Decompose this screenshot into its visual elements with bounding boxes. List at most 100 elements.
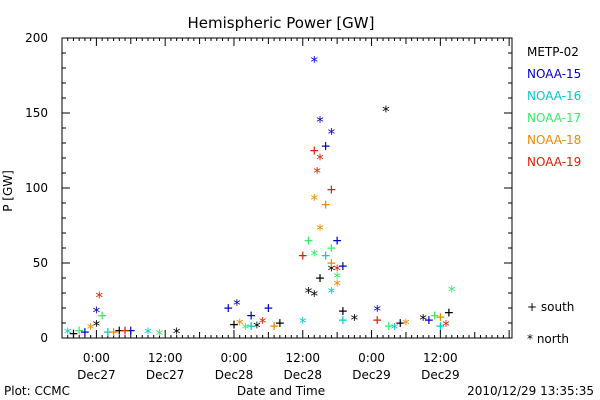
data-point-noaa-15-south: +: [247, 307, 256, 325]
marker-legend-south: + south: [527, 300, 574, 314]
legend-item-metp-02: METP-02: [527, 45, 579, 59]
data-point-noaa-17-north: *: [333, 269, 342, 287]
y-tick-label: 50: [33, 256, 48, 270]
data-point-noaa-15-north: *: [232, 296, 241, 314]
data-point-noaa-19-north: *: [95, 289, 104, 307]
data-point-metp-02-south: +: [338, 302, 347, 320]
y-axis-label: P [GW]: [1, 170, 15, 212]
marker-legend: + south * north: [527, 300, 574, 346]
data-point-noaa-19-south: +: [327, 181, 336, 199]
data-point-metp-02-north: *: [327, 262, 336, 280]
y-tick-label: 150: [25, 106, 48, 120]
x-tick-time-label: 0:00: [358, 351, 385, 365]
data-point-noaa-18-north: *: [333, 277, 342, 295]
data-point-noaa-18-south: +: [327, 254, 336, 272]
x-tick-date-label: Dec29: [352, 368, 391, 382]
x-axis-label: Date and Time: [237, 384, 325, 398]
data-point-noaa-18-south: +: [436, 308, 445, 326]
x-tick-date-label: Dec28: [215, 368, 254, 382]
y-tick-label: 100: [25, 181, 48, 195]
legend-item-noaa-19: NOAA-19: [527, 155, 581, 169]
data-point-noaa-16-south: +: [436, 317, 445, 335]
data-point-noaa-15-north: *: [92, 304, 101, 322]
data-point-noaa-19-south: +: [298, 247, 307, 265]
data-point-metp-02-north: *: [252, 319, 261, 337]
data-point-noaa-15-south: +: [333, 232, 342, 250]
data-point-noaa-15-south: +: [126, 322, 135, 340]
data-point-metp-02-north: *: [172, 325, 181, 343]
data-point-metp-02-north: *: [350, 311, 359, 329]
data-points: + * + * + * +**+ *+ **+ * ++*++ *+ +**+*++* +* + * + *+*+…: [63, 53, 456, 344]
data-point-noaa-18-north: *: [235, 316, 244, 334]
data-point-noaa-15-south: +: [424, 311, 433, 329]
legend-item-noaa-18: NOAA-18: [527, 133, 581, 147]
data-point-noaa-16-south: +: [103, 323, 112, 341]
data-point-metp-02-south: +: [69, 325, 78, 343]
data-point-noaa-15-south: +: [80, 323, 89, 341]
data-point-noaa-16-south: +: [338, 311, 347, 329]
data-point-noaa-19-south: +: [121, 322, 130, 340]
data-point-metp-02-south: +: [115, 322, 124, 340]
data-point-metp-02-north: *: [92, 317, 101, 335]
data-point-noaa-18-south: +: [109, 323, 118, 341]
data-point-noaa-15-south: +: [264, 299, 273, 317]
data-point-metp-02-south: +: [396, 314, 405, 332]
data-point-noaa-18-south: +: [321, 196, 330, 214]
data-point-noaa-19-north: *: [333, 262, 342, 280]
data-point-noaa-17-south: +: [304, 232, 313, 250]
data-point-noaa-17-north: *: [447, 283, 456, 301]
x-axis: 0:00 Dec27 12:00 Dec27 0:00 Dec28 12:00 Dec28 0:…: [61, 38, 510, 382]
data-point-noaa-16-north: *: [63, 325, 72, 343]
data-point-noaa-19-north: *: [313, 164, 322, 182]
marker-legend-north: * north: [527, 332, 569, 346]
x-tick-time-label: 12:00: [285, 351, 320, 365]
x-tick-time-label: 0:00: [83, 351, 110, 365]
data-point-noaa-18-north: *: [401, 316, 410, 334]
data-point-noaa-16-north: *: [327, 284, 336, 302]
data-point-metp-02-south: +: [275, 314, 284, 332]
legend-item-noaa-16: NOAA-16: [527, 89, 581, 103]
data-point-noaa-17-north: *: [310, 247, 319, 265]
data-point-noaa-18-north: *: [315, 221, 324, 239]
legend: METP-02 NOAA-15 NOAA-16 NOAA-17 NOAA-18 NOAA-…: [527, 45, 581, 169]
data-point-noaa-15-north: *: [327, 125, 336, 143]
data-point-noaa-15-south: +: [224, 299, 233, 317]
data-point-noaa-19-north: *: [258, 314, 267, 332]
data-point-noaa-17-south: +: [98, 307, 107, 325]
x-tick-date-label: Dec29: [421, 368, 460, 382]
data-point-noaa-17-south: +: [384, 317, 393, 335]
data-point-noaa-16-north: *: [143, 325, 152, 343]
x-tick-date-label: Dec27: [146, 368, 185, 382]
data-point-metp-02-south: +: [315, 269, 324, 287]
data-point-noaa-16-south: +: [247, 317, 256, 335]
data-point-noaa-18-north: *: [310, 191, 319, 209]
x-tick-date-label: Dec27: [77, 368, 116, 382]
data-point-metp-02-north: *: [419, 311, 428, 329]
chart-title: Hemispheric Power [GW]: [188, 14, 375, 32]
data-point-noaa-17-south: +: [327, 239, 336, 257]
data-point-noaa-19-south: +: [373, 311, 382, 329]
y-tick-label: 200: [25, 31, 48, 45]
data-point-noaa-19-south: +: [310, 142, 319, 160]
data-point-noaa-19-north: *: [315, 151, 324, 169]
x-tick-date-label: Dec28: [284, 368, 323, 382]
legend-item-noaa-15: NOAA-15: [527, 67, 581, 81]
data-point-metp-02-north: *: [304, 284, 313, 302]
x-tick-time-label: 12:00: [423, 351, 458, 365]
data-point-noaa-19-north: *: [442, 317, 451, 335]
data-point-noaa-17-south: +: [430, 307, 439, 325]
y-axis: 0 50 100 150 200: [25, 31, 512, 345]
footer-timestamp: 2010/12/29 13:35:35: [467, 384, 594, 398]
data-point-noaa-16-north: *: [298, 314, 307, 332]
x-tick-time-label: 0:00: [220, 351, 247, 365]
data-point-noaa-18-north: *: [86, 320, 95, 338]
data-point-noaa-15-north: *: [315, 113, 324, 131]
data-point-noaa-15-north: *: [310, 53, 319, 71]
data-point-noaa-18-south: +: [270, 317, 279, 335]
data-point-metp-02-south: +: [229, 316, 238, 334]
data-point-noaa-17-north: *: [155, 326, 164, 344]
legend-item-noaa-17: NOAA-17: [527, 111, 581, 125]
x-tick-time-label: 12:00: [148, 351, 183, 365]
data-point-noaa-17-north: *: [241, 320, 250, 338]
